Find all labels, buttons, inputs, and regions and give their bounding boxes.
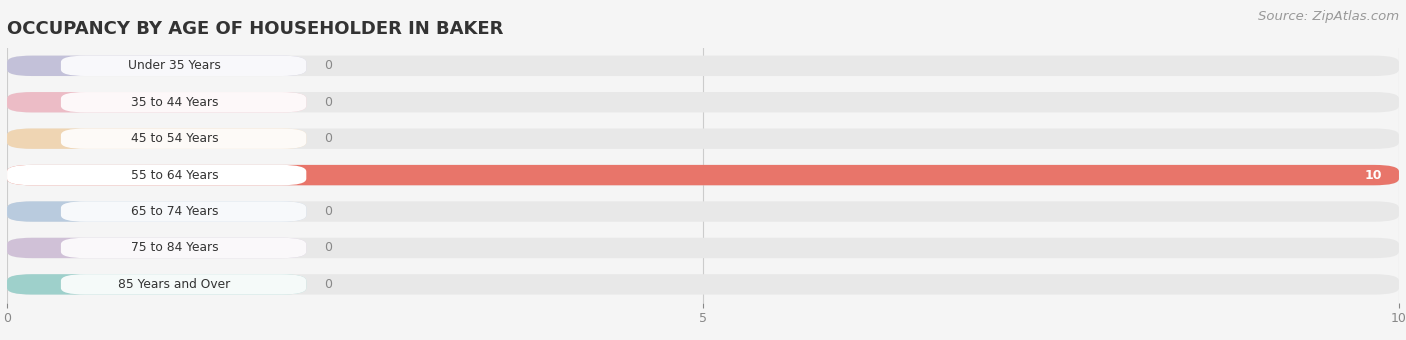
Text: 10: 10 bbox=[1365, 169, 1382, 182]
Text: 0: 0 bbox=[325, 59, 332, 72]
FancyBboxPatch shape bbox=[7, 56, 1399, 76]
FancyBboxPatch shape bbox=[7, 92, 307, 113]
FancyBboxPatch shape bbox=[60, 56, 307, 76]
FancyBboxPatch shape bbox=[7, 201, 1399, 222]
FancyBboxPatch shape bbox=[60, 201, 307, 222]
FancyBboxPatch shape bbox=[60, 92, 307, 113]
FancyBboxPatch shape bbox=[7, 92, 1399, 113]
FancyBboxPatch shape bbox=[7, 238, 1399, 258]
FancyBboxPatch shape bbox=[7, 238, 307, 258]
Text: Source: ZipAtlas.com: Source: ZipAtlas.com bbox=[1258, 10, 1399, 23]
Text: 85 Years and Over: 85 Years and Over bbox=[118, 278, 231, 291]
FancyBboxPatch shape bbox=[7, 274, 307, 294]
FancyBboxPatch shape bbox=[7, 201, 307, 222]
Text: 0: 0 bbox=[325, 96, 332, 109]
Text: 75 to 84 Years: 75 to 84 Years bbox=[131, 241, 218, 254]
Text: Under 35 Years: Under 35 Years bbox=[128, 59, 221, 72]
Text: 65 to 74 Years: 65 to 74 Years bbox=[131, 205, 218, 218]
FancyBboxPatch shape bbox=[7, 165, 307, 185]
Text: 0: 0 bbox=[325, 205, 332, 218]
FancyBboxPatch shape bbox=[7, 129, 307, 149]
FancyBboxPatch shape bbox=[7, 165, 1399, 185]
Text: 35 to 44 Years: 35 to 44 Years bbox=[131, 96, 218, 109]
FancyBboxPatch shape bbox=[60, 238, 307, 258]
FancyBboxPatch shape bbox=[60, 129, 307, 149]
FancyBboxPatch shape bbox=[7, 274, 1399, 294]
Text: 55 to 64 Years: 55 to 64 Years bbox=[131, 169, 218, 182]
FancyBboxPatch shape bbox=[7, 56, 307, 76]
FancyBboxPatch shape bbox=[7, 129, 1399, 149]
FancyBboxPatch shape bbox=[7, 165, 1399, 185]
FancyBboxPatch shape bbox=[60, 274, 307, 294]
Text: 0: 0 bbox=[325, 241, 332, 254]
Text: 0: 0 bbox=[325, 278, 332, 291]
Text: OCCUPANCY BY AGE OF HOUSEHOLDER IN BAKER: OCCUPANCY BY AGE OF HOUSEHOLDER IN BAKER bbox=[7, 20, 503, 38]
Text: 45 to 54 Years: 45 to 54 Years bbox=[131, 132, 218, 145]
Text: 0: 0 bbox=[325, 132, 332, 145]
